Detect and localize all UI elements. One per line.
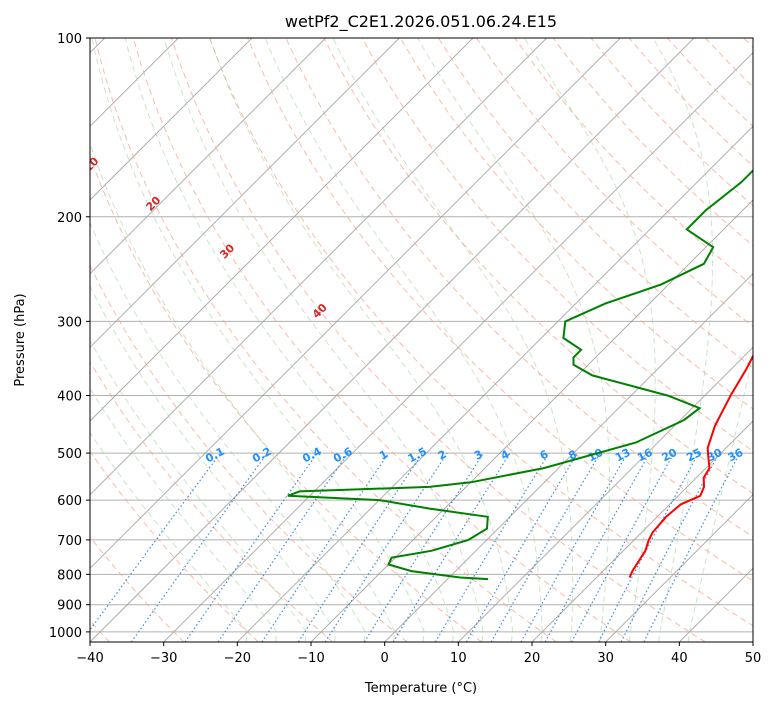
moist-adiabat bbox=[687, 351, 753, 642]
x-tick-label: 40 bbox=[671, 651, 688, 666]
y-axis-label: Pressure (hPa) bbox=[13, 293, 28, 386]
mixing-ratio-line bbox=[620, 452, 720, 642]
mixing-ratio-line bbox=[261, 452, 390, 642]
mixing-ratio-label: 16 bbox=[635, 446, 655, 465]
isotherm-line bbox=[163, 51, 753, 642]
isotherm-line bbox=[310, 199, 753, 642]
dry-adiabat bbox=[90, 360, 334, 642]
dry-adiabat bbox=[170, 38, 706, 642]
x-axis-label: Temperature (°C) bbox=[364, 681, 477, 696]
mixing-ratio-line bbox=[184, 452, 318, 642]
x-tick-label: 0 bbox=[381, 651, 389, 666]
moist-adiabat bbox=[90, 431, 248, 642]
dry-adiabat bbox=[247, 38, 753, 582]
moist-adiabat bbox=[90, 387, 278, 642]
dry-adiabat bbox=[285, 38, 753, 538]
y-tick-label: 800 bbox=[57, 568, 82, 583]
isotherm-line bbox=[90, 38, 621, 570]
mixing-ratio-label: 20 bbox=[660, 446, 680, 465]
moist-adiabat bbox=[90, 285, 337, 642]
y-tick-label: 1000 bbox=[49, 626, 82, 641]
y-tick-label: 200 bbox=[57, 211, 82, 226]
dewpoint-profile bbox=[287, 169, 753, 581]
moist-adiabat bbox=[652, 38, 714, 642]
mixing-ratio-line bbox=[363, 452, 484, 642]
x-tick-label: 30 bbox=[597, 651, 614, 666]
y-tick-label: 900 bbox=[57, 599, 82, 614]
dry-adiabat-label: 10 bbox=[81, 154, 101, 174]
mixing-ratio-line bbox=[544, 452, 651, 642]
dry-adiabat bbox=[90, 264, 408, 642]
dry-adiabat bbox=[323, 38, 753, 495]
isotherm-line bbox=[90, 38, 327, 275]
isotherm-line bbox=[90, 38, 253, 201]
x-tick-label: −40 bbox=[76, 651, 103, 666]
dry-adiabat bbox=[90, 155, 483, 642]
moist-adiabat bbox=[417, 38, 610, 642]
dry-adiabat bbox=[209, 38, 753, 627]
moist-adiabat bbox=[90, 141, 396, 642]
moist-adiabat bbox=[90, 221, 366, 642]
isotherm-line bbox=[531, 420, 753, 642]
y-tick-label: 500 bbox=[57, 447, 82, 462]
dry-adiabat bbox=[90, 450, 259, 642]
isotherm-line bbox=[384, 272, 753, 642]
moist-adiabat bbox=[332, 38, 574, 642]
y-tick-label: 600 bbox=[57, 494, 82, 509]
y-tick-label: 100 bbox=[57, 32, 82, 47]
x-tick-label: −10 bbox=[297, 651, 324, 666]
mixing-ratio-label: 30 bbox=[705, 446, 725, 465]
moist-adiabat bbox=[264, 38, 543, 642]
mixing-ratio-label: 25 bbox=[684, 446, 704, 465]
mixing-ratio-line bbox=[598, 452, 700, 642]
isotherm-line bbox=[605, 493, 753, 642]
y-tick-label: 700 bbox=[57, 534, 82, 549]
moist-adiabat bbox=[91, 38, 425, 642]
mixing-ratio-line bbox=[90, 452, 221, 631]
y-tick-label: 300 bbox=[57, 315, 82, 330]
temperature-profile bbox=[628, 353, 753, 578]
mixing-ratio-line bbox=[130, 452, 268, 642]
mixing-ratio-line bbox=[217, 452, 349, 642]
isotherm-line bbox=[90, 38, 400, 349]
mixing-ratio-line bbox=[520, 452, 629, 642]
x-tick-label: −20 bbox=[224, 651, 251, 666]
x-tick-label: 20 bbox=[524, 651, 541, 666]
dry-adiabat bbox=[399, 38, 753, 410]
x-tick-label: 50 bbox=[745, 651, 762, 666]
mixing-ratio-line bbox=[297, 452, 423, 642]
isotherm-line bbox=[236, 125, 753, 642]
mixing-ratio-label: 13 bbox=[613, 446, 633, 465]
mixing-ratio-label: 10 bbox=[586, 446, 606, 465]
moist-adiabat bbox=[209, 38, 514, 642]
isotherm-line bbox=[457, 346, 753, 642]
y-tick-label: 400 bbox=[57, 390, 82, 405]
moist-adiabat bbox=[523, 38, 656, 642]
plot-frame bbox=[89, 37, 754, 643]
isotherm-line bbox=[90, 38, 548, 496]
moist-adiabat bbox=[124, 38, 455, 642]
chart-title: wetPf2_C2E1.2026.051.06.24.E15 bbox=[285, 12, 557, 32]
dry-adiabat bbox=[361, 38, 753, 452]
moist-adiabat bbox=[90, 339, 307, 642]
mixing-ratio-label: 36 bbox=[726, 446, 746, 465]
x-tick-label: −30 bbox=[150, 651, 177, 666]
mixing-ratio-line bbox=[465, 452, 578, 642]
isotherm-line bbox=[90, 38, 695, 642]
dry-adiabat bbox=[94, 38, 557, 642]
mixing-ratio-line bbox=[490, 452, 601, 642]
isotherm-line bbox=[90, 38, 474, 422]
x-tick-label: 10 bbox=[450, 651, 467, 666]
